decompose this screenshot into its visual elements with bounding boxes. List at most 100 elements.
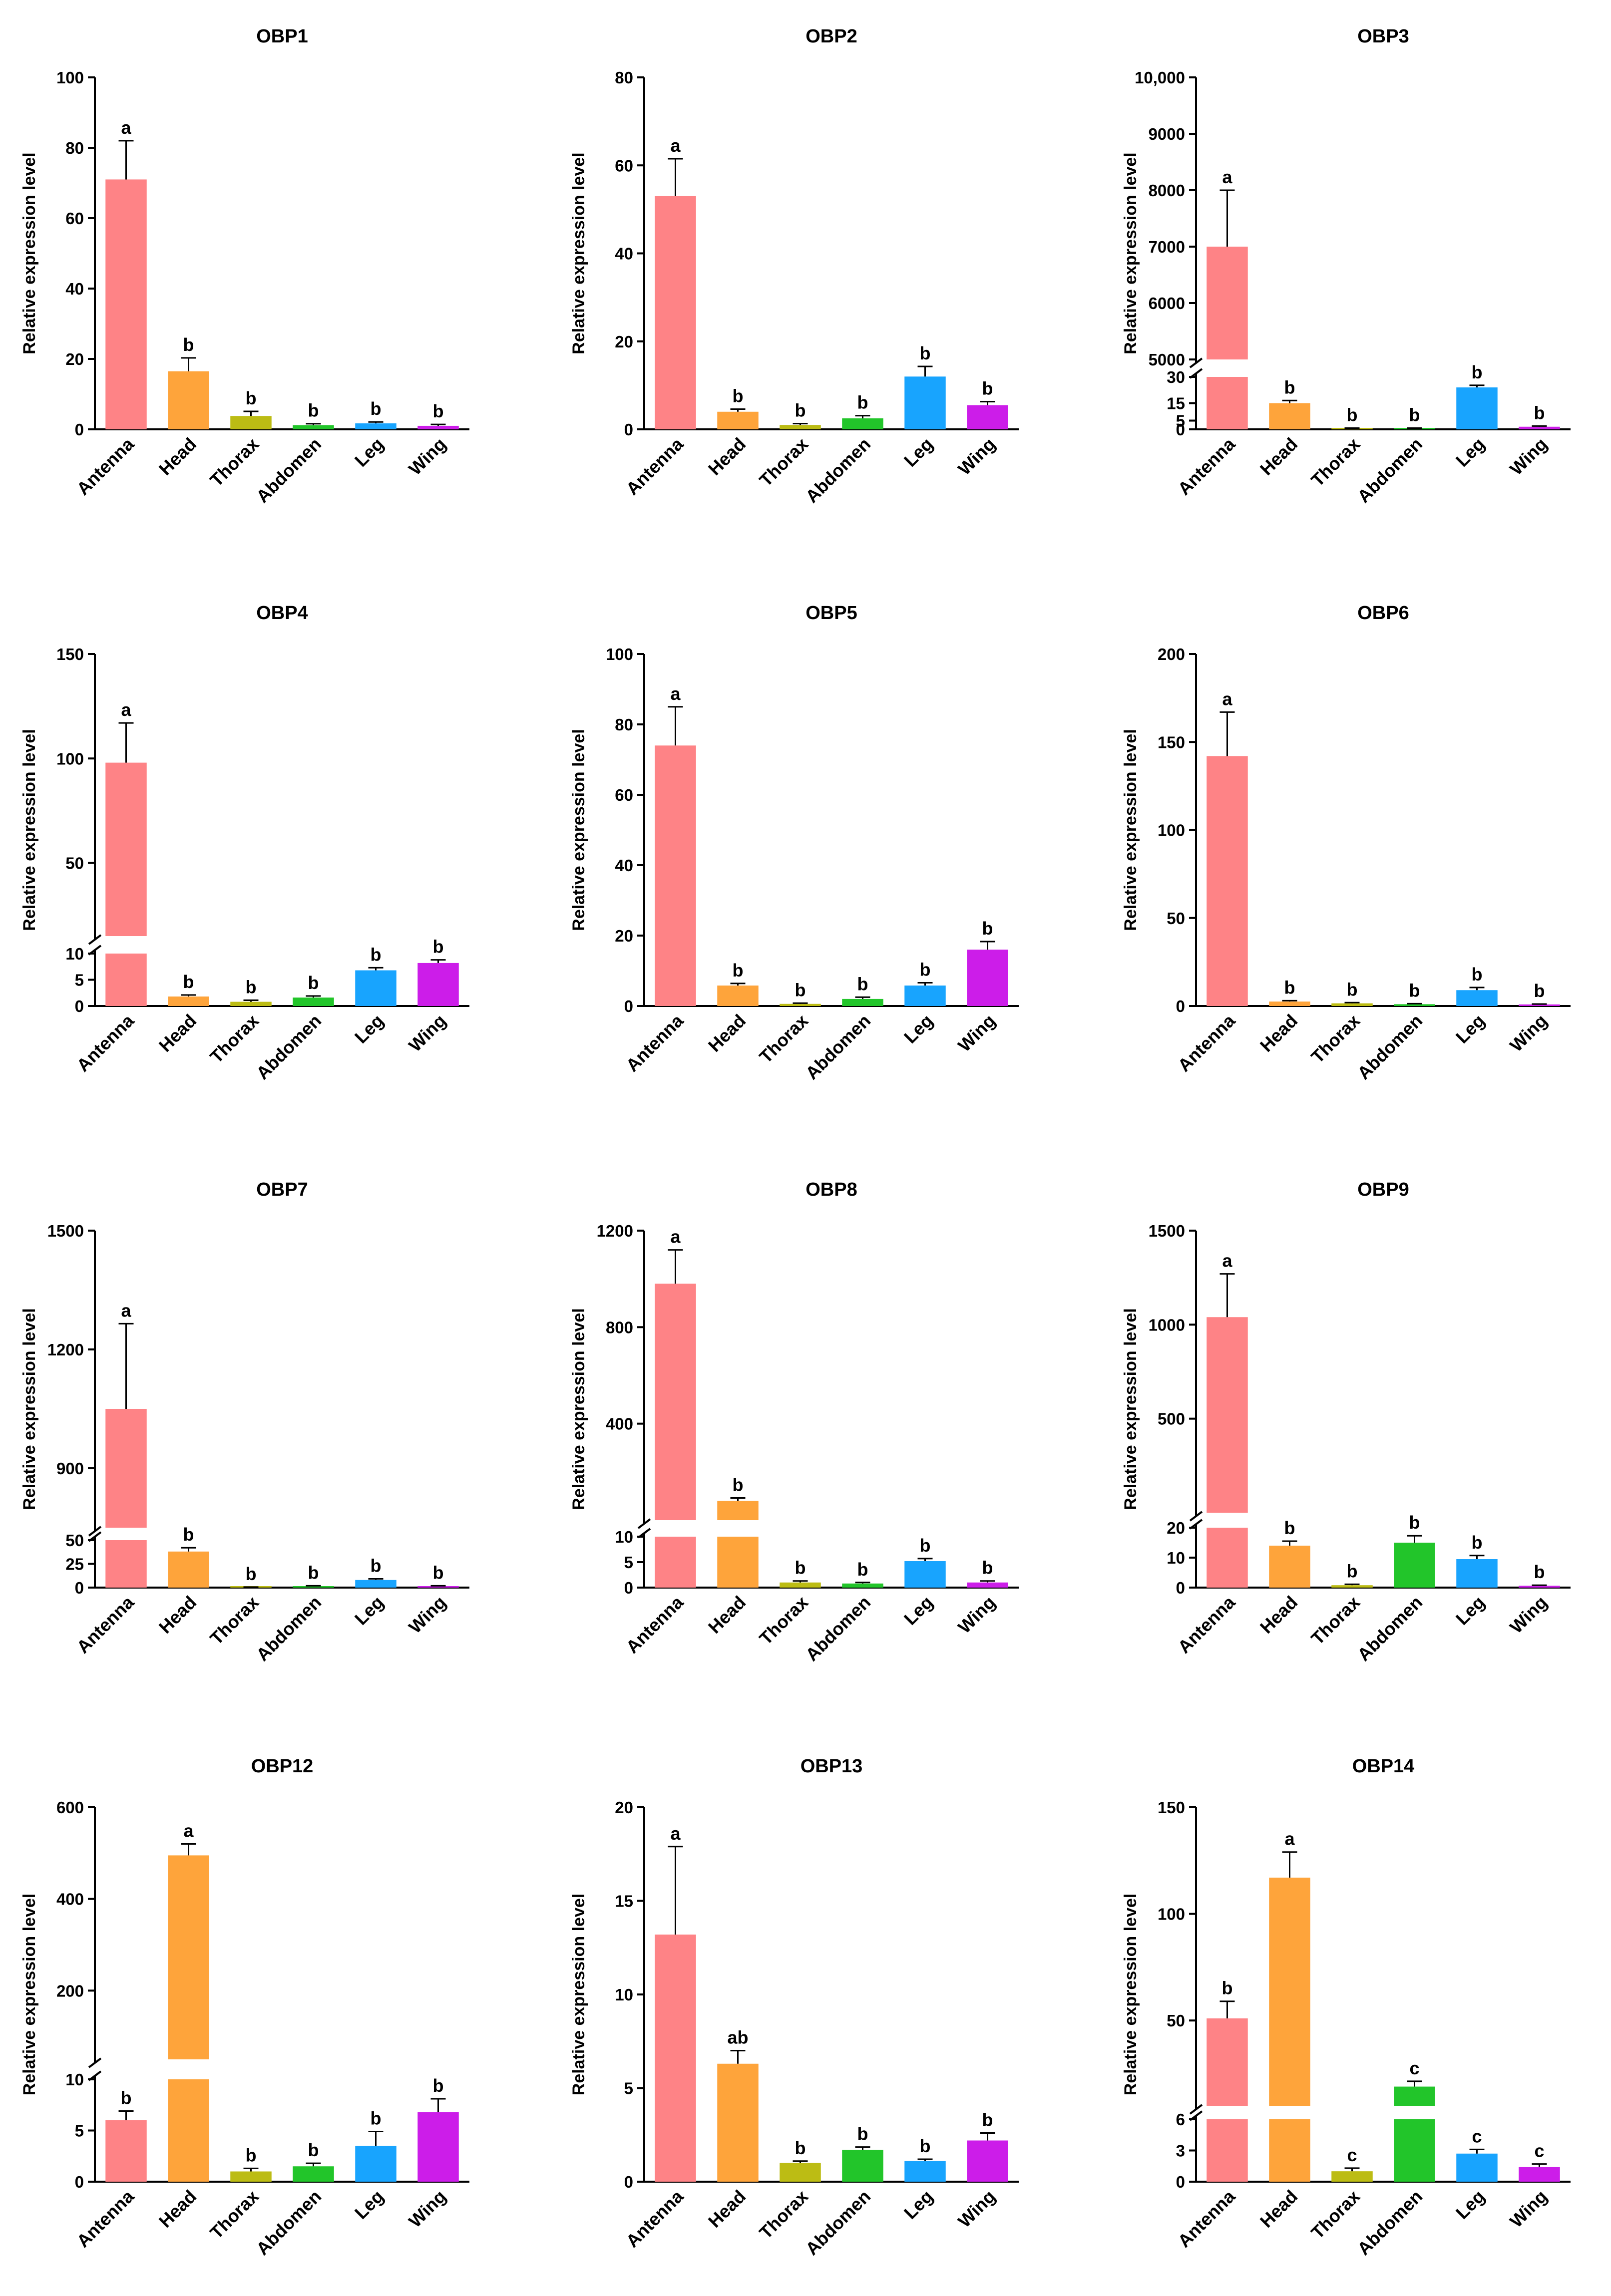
y-tick-label: 400 [606, 1415, 633, 1433]
x-tick-label-leg: Leg [900, 434, 937, 471]
bar-break-gap [1268, 2106, 1311, 2119]
y-tick-label: 40 [615, 245, 633, 263]
bar-head [717, 985, 759, 1006]
bar-break-gap [1393, 2106, 1436, 2119]
significance-letter: b [1284, 977, 1295, 997]
significance-letter: b [1409, 980, 1420, 1000]
bar-antenna [655, 1935, 696, 2182]
bar-wing [417, 1586, 459, 1588]
significance-letter: b [982, 2110, 993, 2130]
y-tick-label: 0 [1176, 1579, 1185, 1597]
significance-letter: b [308, 973, 319, 993]
bar-antenna [1207, 2018, 1248, 2182]
y-tick-label: 50 [1167, 2011, 1185, 2030]
bar-abdomen [842, 2150, 883, 2182]
significance-letter: a [670, 135, 681, 156]
significance-letter: b [857, 1559, 868, 1580]
bar-abdomen [1394, 1543, 1435, 1588]
bar-thorax [780, 2163, 821, 2182]
chart-title: OBP4 [256, 603, 308, 624]
y-tick-label: 400 [56, 1890, 84, 1909]
significance-letter: b [1284, 1518, 1295, 1538]
significance-letter: b [433, 1562, 444, 1583]
y-tick-label: 7000 [1149, 238, 1185, 256]
significance-letter: b [920, 2136, 931, 2156]
significance-letter: c [1409, 2058, 1419, 2078]
x-tick-label-antenna: Antenna [1174, 2186, 1239, 2252]
x-tick-label-wing: Wing [954, 434, 999, 479]
significance-letter: b [246, 2145, 257, 2165]
significance-letter: b [1222, 1978, 1233, 1998]
bar-thorax [1331, 1585, 1373, 1588]
significance-letter: b [857, 2124, 868, 2144]
x-tick-label-leg: Leg [1452, 434, 1489, 471]
bar-thorax [230, 1001, 272, 1006]
x-tick-label-antenna: Antenna [622, 1592, 688, 1657]
y-tick-label: 1500 [47, 1222, 84, 1240]
x-tick-label-leg: Leg [900, 1592, 937, 1629]
chart-title: OBP14 [1352, 1756, 1415, 1777]
significance-letter: a [670, 683, 681, 704]
bar-antenna [655, 196, 696, 429]
y-tick-label: 200 [56, 1981, 84, 2000]
x-tick-label-leg: Leg [900, 2186, 937, 2223]
bar-thorax [780, 1582, 821, 1588]
bar-head [168, 1551, 209, 1588]
y-tick-label: 40 [615, 856, 633, 875]
y-tick-label: 1200 [597, 1222, 633, 1240]
y-tick-label: 500 [1158, 1410, 1185, 1428]
x-tick-label-wing: Wing [954, 2186, 999, 2232]
x-tick-label-thorax: Thorax [1307, 1010, 1364, 1067]
panel-obp13: OBP13 Relative expression level 0 5 10 15 20 a A… [569, 1756, 1019, 2259]
significance-letter: a [121, 117, 131, 138]
bar-antenna [655, 745, 696, 1006]
significance-letter: b [982, 1558, 993, 1578]
y-tick-label: 5 [1176, 412, 1185, 430]
y-axis-label: Relative expression level [569, 152, 588, 354]
y-tick-label: 0 [1176, 997, 1185, 1015]
bar-thorax [230, 416, 272, 429]
bar-antenna [105, 179, 147, 429]
bar-break-gap [1206, 2106, 1249, 2119]
x-tick-label-abdomen: Abdomen [252, 1592, 325, 1665]
y-tick-label: 10 [615, 1985, 633, 2004]
chart-title: OBP8 [806, 1179, 857, 1200]
significance-letter: b [920, 1535, 931, 1556]
significance-letter: b [433, 401, 444, 421]
bar-head [1269, 403, 1310, 429]
y-axis-label: Relative expression level [20, 152, 39, 354]
y-tick-label: 60 [615, 156, 633, 175]
significance-letter: b [433, 2075, 444, 2096]
x-tick-label-leg: Leg [900, 1010, 937, 1047]
significance-letter: b [795, 2138, 806, 2158]
x-tick-label-leg: Leg [351, 1010, 388, 1047]
y-tick-label: 100 [1158, 1905, 1185, 1924]
x-tick-label-thorax: Thorax [206, 1010, 263, 1067]
bar-wing [417, 2112, 459, 2182]
y-tick-label: 15 [1167, 394, 1185, 413]
significance-letter: b [246, 977, 257, 997]
y-axis-label: Relative expression level [569, 1894, 588, 2095]
x-tick-label-abdomen: Abdomen [1353, 434, 1426, 507]
chart-title: OBP12 [251, 1756, 314, 1777]
significance-letter: b [1409, 1512, 1420, 1533]
x-tick-label-antenna: Antenna [72, 2186, 138, 2252]
x-tick-label-thorax: Thorax [1307, 1592, 1364, 1649]
panel-obp7: OBP7 Relative expression level 0 25 50 900 120… [20, 1179, 469, 1665]
y-tick-label: 0 [75, 997, 84, 1015]
x-tick-label-head: Head [155, 1010, 200, 1056]
y-tick-label: 10 [65, 2070, 84, 2089]
x-tick-label-antenna: Antenna [72, 1010, 138, 1076]
bar-wing [967, 1582, 1008, 1588]
bar-wing [1519, 1586, 1560, 1588]
bar-abdomen [293, 425, 334, 429]
x-tick-label-abdomen: Abdomen [1353, 1010, 1426, 1083]
x-tick-label-wing: Wing [404, 2186, 450, 2232]
y-tick-label: 20 [65, 350, 84, 368]
bar-wing [417, 425, 459, 429]
bar-abdomen [293, 1586, 334, 1588]
bar-leg [355, 1580, 397, 1588]
bar-wing [417, 963, 459, 1006]
bar-leg [904, 985, 946, 1006]
